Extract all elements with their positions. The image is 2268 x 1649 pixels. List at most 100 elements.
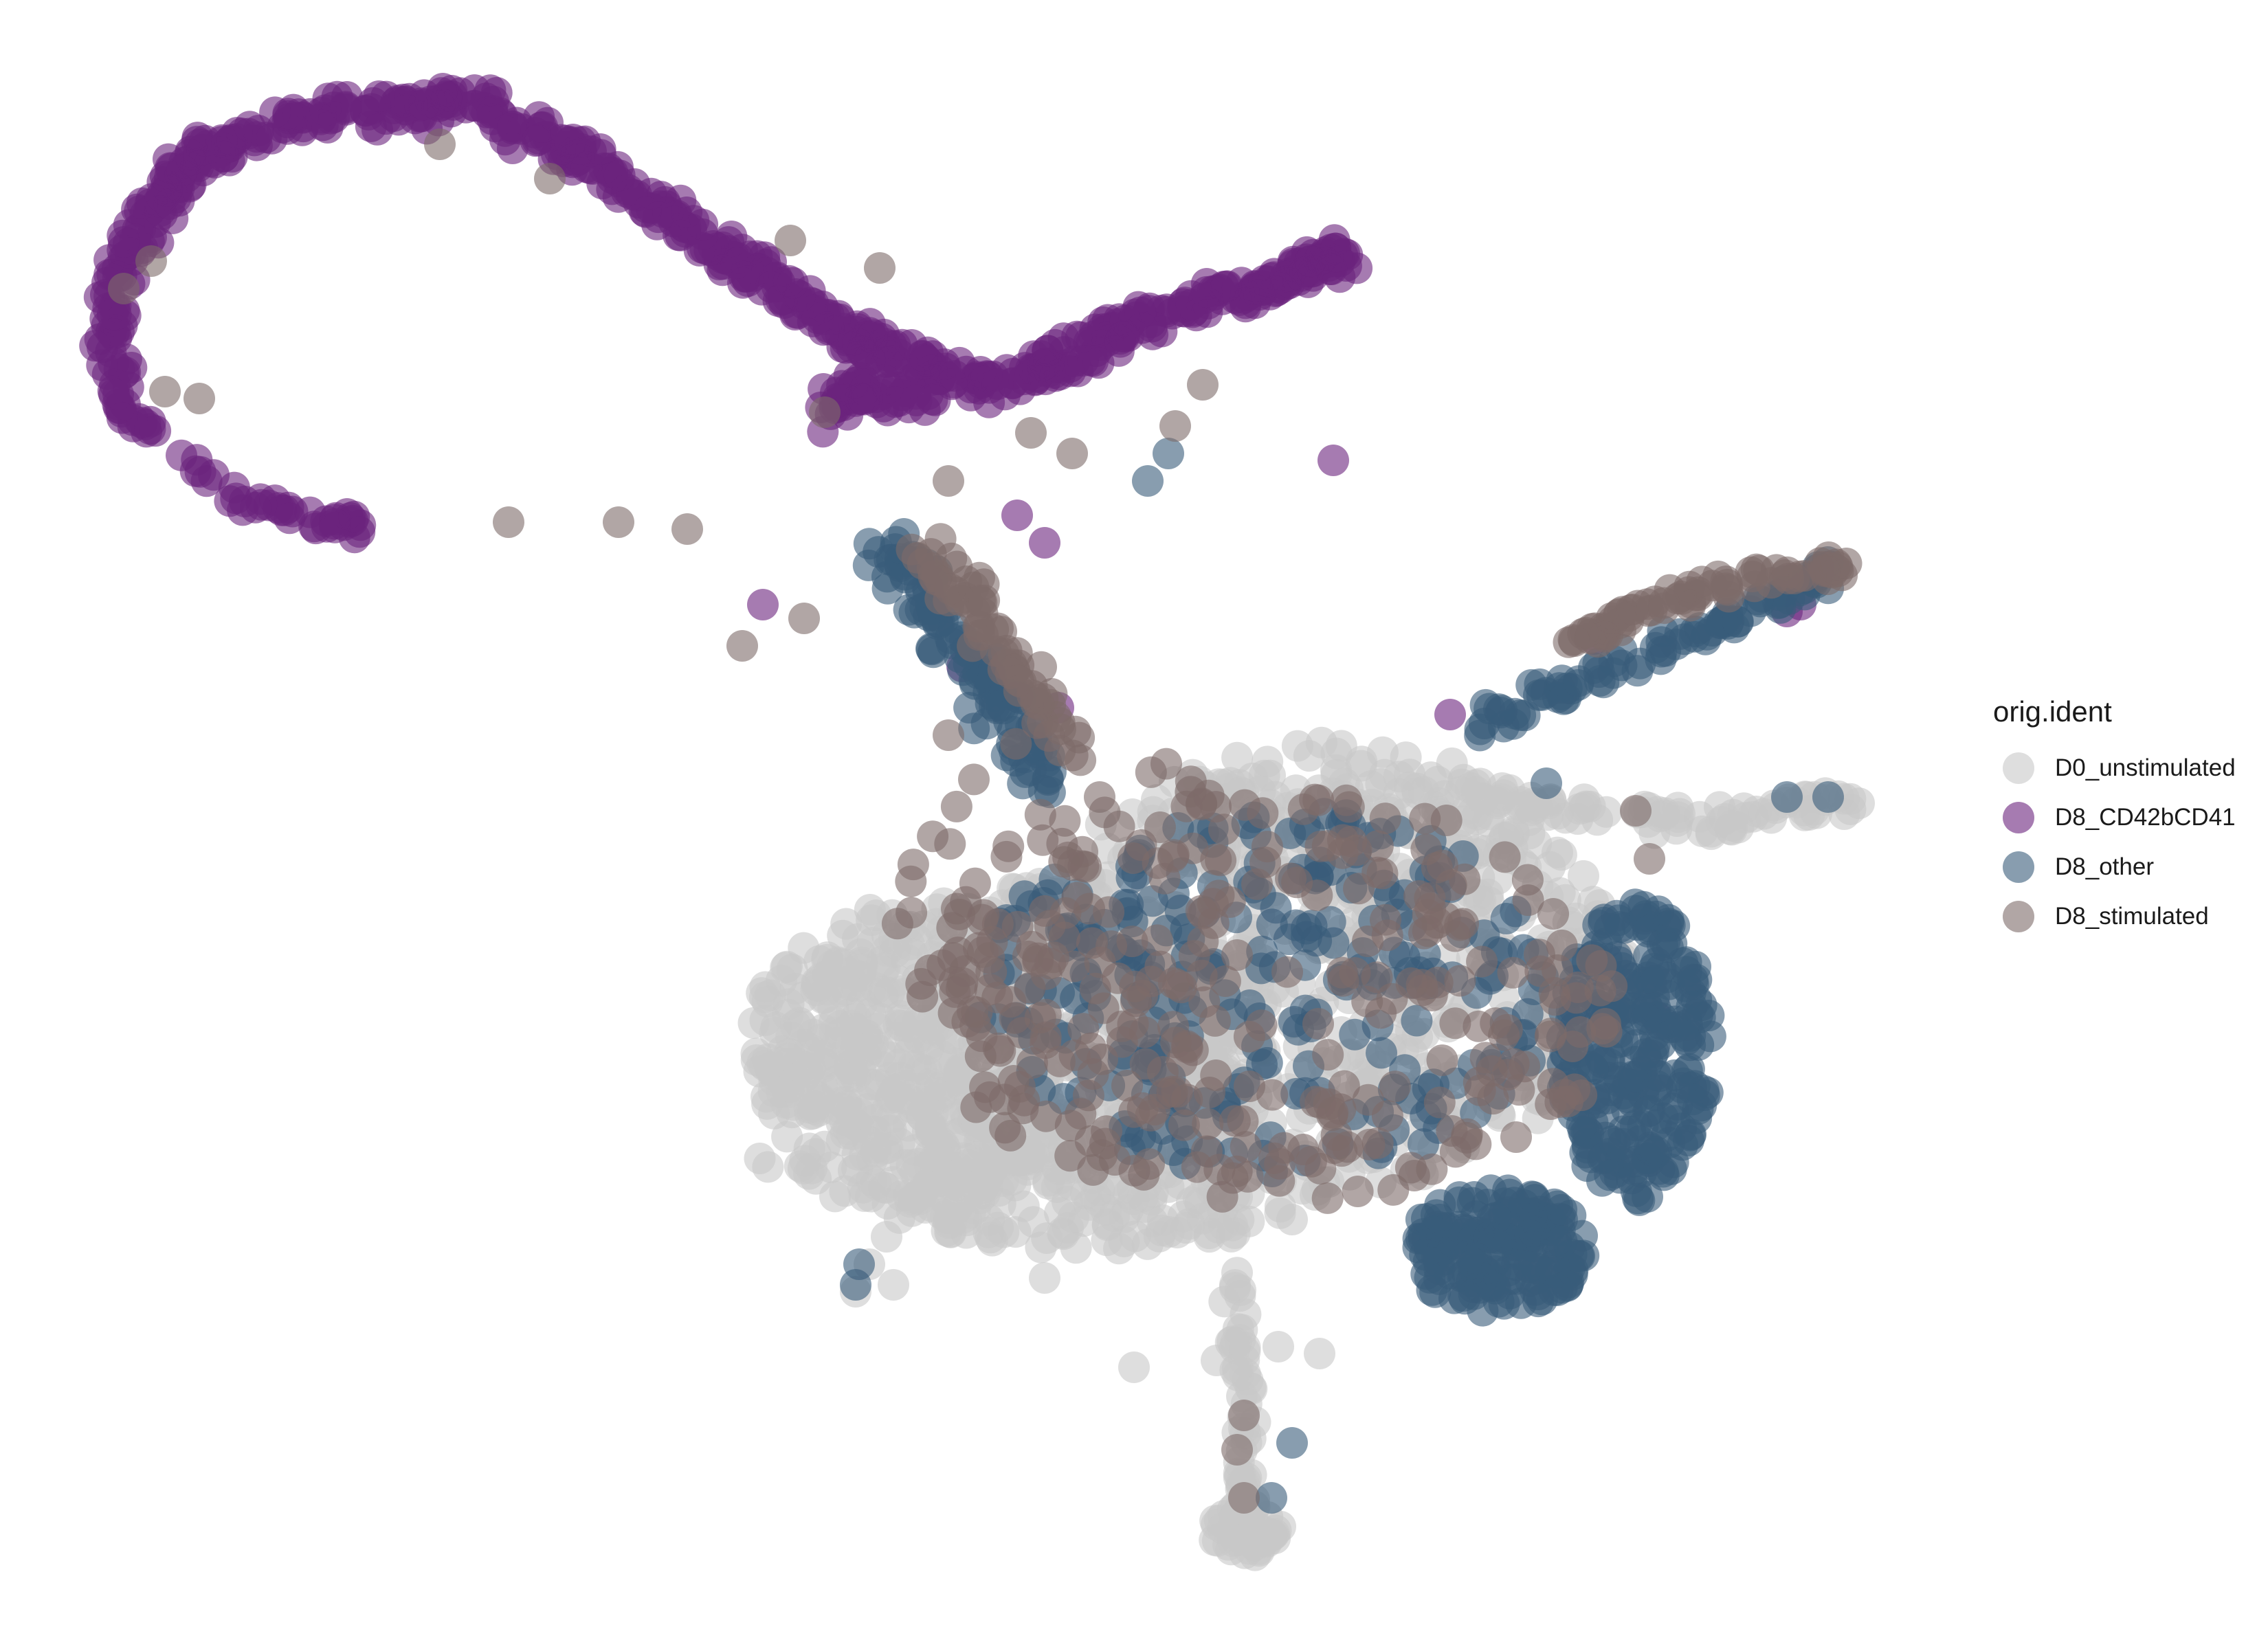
scatter-point: [1150, 748, 1182, 780]
scatter-point: [979, 690, 1011, 722]
scatter-point: [424, 128, 456, 160]
scatter-point: [687, 208, 719, 240]
scatter-point: [961, 1141, 994, 1173]
scatter-point: [807, 983, 839, 1014]
scatter-point: [1208, 814, 1240, 846]
scatter-point: [1546, 1225, 1578, 1257]
scatter-point: [1463, 1010, 1495, 1042]
scatter-point: [1263, 1331, 1294, 1362]
scatter-point: [149, 376, 181, 407]
scatter-point: [1504, 786, 1537, 818]
scatter-point: [905, 967, 937, 1000]
scatter-point: [1304, 1153, 1337, 1185]
scatter-point: [1503, 1074, 1535, 1106]
scatter-point: [969, 1071, 1001, 1103]
scatter-point: [1049, 897, 1082, 929]
legend: orig.ident D0_unstimulated D8_CD42bCD41 …: [1993, 695, 2254, 941]
scatter-point: [1060, 1232, 1092, 1264]
scatter-point: [1230, 1131, 1262, 1163]
scatter-point: [1247, 797, 1279, 829]
scatter-point: [1030, 998, 1062, 1031]
scatter-point: [905, 1179, 937, 1211]
scatter-point: [1185, 895, 1217, 927]
scatter-point: [216, 124, 248, 156]
scatter-point: [1684, 800, 1715, 833]
scatter-point: [862, 1012, 893, 1044]
scatter-point: [1159, 410, 1191, 442]
scatter-point: [1645, 643, 1677, 675]
scatter-point: [713, 226, 744, 258]
scatter-point: [934, 828, 966, 860]
scatter-point: [896, 897, 928, 929]
scatter-point: [1634, 843, 1665, 875]
scatter-point: [959, 1193, 991, 1225]
scatter-point: [671, 513, 703, 545]
scatter-point: [1118, 1154, 1150, 1187]
scatter-point: [1702, 560, 1734, 592]
scatter-point: [1619, 1109, 1652, 1141]
scatter-point: [526, 111, 559, 143]
scatter-point: [1033, 720, 1065, 752]
scatter-point: [1812, 781, 1844, 813]
scatter-point: [1535, 1018, 1567, 1050]
scatter-point: [1312, 1039, 1344, 1071]
scatter-point: [1194, 1077, 1225, 1108]
scatter-point: [1576, 944, 1608, 976]
scatter-point: [106, 402, 138, 434]
scatter-point: [854, 894, 886, 926]
scatter-point: [1181, 1151, 1213, 1183]
scatter-point: [1577, 1053, 1609, 1085]
scatter-point: [1084, 946, 1116, 978]
scatter-point: [1379, 1070, 1411, 1103]
scatter-point: [815, 1152, 847, 1183]
scatter-point: [1075, 1032, 1107, 1064]
scatter-point: [1221, 1434, 1253, 1466]
scatter-point: [964, 585, 997, 617]
scatter-point: [1136, 1206, 1168, 1237]
scatter-point: [1223, 1204, 1255, 1236]
scatter-point: [1017, 1206, 1049, 1238]
legend-key-d8-stimulated: [2003, 901, 2034, 932]
scatter-point: [1120, 985, 1152, 1018]
scatter-point: [1326, 956, 1358, 989]
scatter-point: [1168, 1109, 1200, 1141]
scatter-point: [1287, 793, 1320, 825]
scatter-point: [898, 1089, 931, 1121]
scatter-point: [557, 137, 589, 169]
scatter-point: [1497, 956, 1529, 989]
scatter-point: [911, 344, 943, 377]
scatter-point: [915, 538, 947, 570]
legend-label: D0_unstimulated: [2055, 754, 2236, 781]
scatter-point: [1485, 697, 1517, 729]
scatter-point: [1517, 1246, 1550, 1278]
scatter-point: [1056, 438, 1088, 469]
scatter-point: [1331, 784, 1362, 816]
scatter-point: [1328, 1070, 1360, 1102]
scatter-point: [1082, 347, 1115, 379]
scatter-point: [1072, 1079, 1104, 1112]
scatter-point: [726, 630, 758, 662]
scatter-point: [788, 603, 820, 634]
scatter-point: [1170, 1212, 1202, 1244]
scatter-point: [1352, 926, 1383, 957]
scatter-point: [344, 516, 376, 548]
scatter-point: [1132, 465, 1164, 497]
scatter-point: [1602, 599, 1634, 631]
scatter-point: [1639, 992, 1671, 1024]
scatter-point: [1124, 296, 1157, 328]
scatter-point: [1106, 1026, 1138, 1058]
scatter-point: [999, 1002, 1031, 1034]
legend-item-d8-other: D8_other: [1993, 842, 2254, 892]
scatter-point: [1395, 967, 1427, 999]
scatter-point: [1439, 920, 1471, 952]
scatter-point: [1408, 917, 1440, 950]
scatter-point: [1369, 803, 1401, 835]
scatter-point: [1449, 863, 1481, 895]
scatter-point: [1141, 924, 1173, 956]
scatter-point: [1537, 898, 1569, 930]
scatter-point: [534, 163, 566, 194]
scatter-point: [493, 506, 524, 538]
scatter-point: [1274, 817, 1307, 849]
scatter-point: [1048, 921, 1080, 954]
legend-key-d8-cd42bcd41: [2003, 802, 2034, 833]
